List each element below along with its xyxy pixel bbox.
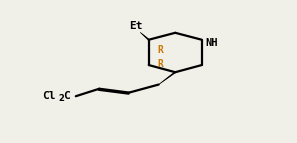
Polygon shape xyxy=(140,32,149,40)
Text: Cl: Cl xyxy=(42,91,55,101)
Text: R: R xyxy=(157,45,163,55)
Text: NH: NH xyxy=(205,38,218,48)
Text: 2: 2 xyxy=(58,95,64,104)
Text: R: R xyxy=(157,59,163,69)
Text: C: C xyxy=(63,91,70,101)
Text: Et: Et xyxy=(129,21,143,31)
Polygon shape xyxy=(159,72,176,85)
